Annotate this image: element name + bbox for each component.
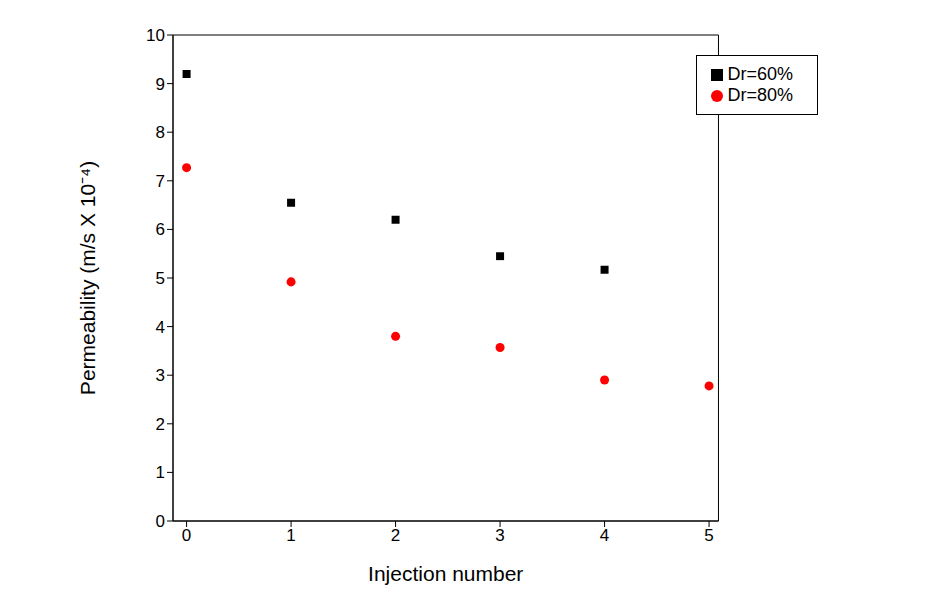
svg-text:7: 7 (156, 172, 165, 191)
svg-text:3: 3 (156, 366, 165, 385)
svg-text:2: 2 (156, 415, 165, 434)
svg-text:4: 4 (600, 526, 609, 545)
svg-text:Permeability (m/s X 10⁻⁴): Permeability (m/s X 10⁻⁴) (76, 161, 99, 395)
svg-text:Injection number: Injection number (368, 562, 523, 585)
svg-text:5: 5 (704, 526, 713, 545)
html-text:Dr=60%: Dr=60% (727, 64, 793, 84)
svg-text:2: 2 (391, 526, 400, 545)
svg-text:0: 0 (182, 526, 191, 545)
svg-text:4: 4 (156, 318, 165, 337)
svg-text:8: 8 (156, 123, 165, 142)
svg-text:3: 3 (495, 526, 504, 545)
svg-text:1: 1 (156, 463, 165, 482)
svg-text:0: 0 (156, 512, 165, 531)
svg-text:1: 1 (286, 526, 295, 545)
svg-text:10: 10 (146, 26, 165, 45)
svg-text:6: 6 (156, 220, 165, 239)
svg-text:9: 9 (156, 75, 165, 94)
html-text:Dr=80%: Dr=80% (727, 85, 793, 105)
svg-text:5: 5 (156, 269, 165, 288)
